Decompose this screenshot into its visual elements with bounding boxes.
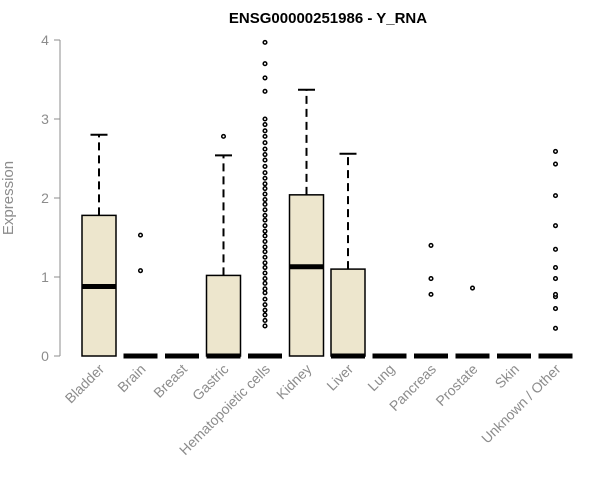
outlier-point [262, 290, 268, 296]
outlier-point [262, 133, 268, 139]
box-rect [205, 274, 242, 357]
y-tick-label: 1 [41, 269, 49, 285]
y-tick-label: 0 [41, 348, 49, 364]
outlier-point [552, 246, 559, 252]
outlier-point [262, 212, 268, 218]
outlier-point [220, 133, 227, 139]
outlier-point [262, 140, 268, 146]
outlier-point [262, 75, 268, 81]
chart-title: ENSG00000251986 - Y_RNA [229, 10, 427, 27]
outlier-point [262, 207, 268, 213]
outlier-point [262, 233, 268, 239]
outlier-point [262, 270, 268, 276]
outlier-point [262, 201, 268, 207]
outlier-point [262, 286, 268, 292]
box-2 [123, 232, 158, 359]
outlier-point [262, 61, 268, 67]
box-rect [330, 268, 366, 357]
y-axis-label: Expression [0, 161, 17, 235]
outlier-point [262, 197, 268, 203]
x-tick-label: Brain [114, 361, 148, 395]
outlier-point [262, 302, 268, 308]
y-tick-label: 2 [41, 190, 49, 206]
outlier-point [552, 325, 559, 331]
outlier-point [552, 161, 559, 167]
outlier-point [262, 217, 268, 223]
outlier-point [262, 152, 268, 158]
x-tick-label: Prostate [432, 361, 480, 409]
box-4 [205, 133, 242, 359]
outlier-point [262, 249, 268, 255]
x-tick-label: Kidney [273, 361, 315, 403]
outlier-point [262, 312, 268, 318]
outlier-point [262, 88, 268, 94]
outlier-point [262, 296, 268, 302]
outlier-point [262, 276, 268, 282]
outlier-point [552, 223, 559, 229]
outlier-point [428, 291, 434, 297]
outlier-point [262, 238, 268, 244]
outlier-point [262, 181, 268, 187]
outlier-point [552, 306, 559, 312]
box-group [81, 39, 573, 359]
outlier-point [552, 148, 559, 154]
outlier-point [552, 276, 559, 282]
outlier-point [262, 116, 268, 122]
outlier-point [262, 121, 268, 128]
x-tick-label: Unknown / Other [478, 361, 564, 447]
box-12 [538, 148, 573, 359]
outlier-point [428, 242, 434, 248]
outlier-point [262, 280, 268, 286]
outlier-point [262, 128, 268, 134]
outlier-point [262, 228, 268, 234]
outlier-point [262, 307, 268, 313]
outlier-point [552, 193, 559, 199]
outlier-point [469, 285, 476, 291]
box-9 [414, 242, 448, 359]
y-tick-label: 4 [41, 32, 49, 48]
x-tick-label: Lung [364, 361, 397, 394]
outlier-point [262, 317, 268, 324]
outlier-point [552, 291, 559, 297]
outlier-point [262, 323, 268, 329]
box-10 [455, 285, 490, 359]
x-tick-label: Breast [150, 361, 190, 401]
outlier-point [262, 185, 268, 192]
outlier-point [137, 232, 144, 238]
outlier-point [262, 163, 268, 169]
outlier-point [262, 260, 268, 266]
box-1 [81, 133, 117, 357]
outlier-point [262, 264, 268, 271]
y-axis: 0 1 2 3 4 [41, 32, 61, 364]
outlier-point [262, 191, 268, 197]
outlier-point [262, 157, 268, 163]
box-7 [330, 152, 366, 359]
box-rect [288, 194, 325, 357]
x-tick-label: Bladder [62, 361, 108, 407]
outlier-point [262, 146, 268, 152]
outlier-point [262, 39, 268, 45]
outlier-point [428, 276, 434, 282]
outlier-point [552, 264, 559, 271]
outlier-point [262, 254, 268, 260]
y-tick-label: 3 [41, 111, 49, 127]
x-tick-label: Liver [323, 361, 356, 394]
outlier-point [262, 223, 268, 229]
box-5 [248, 39, 282, 359]
outlier-point [262, 244, 268, 250]
x-tick-label: Skin [492, 361, 523, 392]
outlier-point [137, 268, 144, 274]
box-6 [288, 88, 325, 357]
outlier-point [262, 175, 268, 181]
outlier-point [262, 170, 268, 176]
